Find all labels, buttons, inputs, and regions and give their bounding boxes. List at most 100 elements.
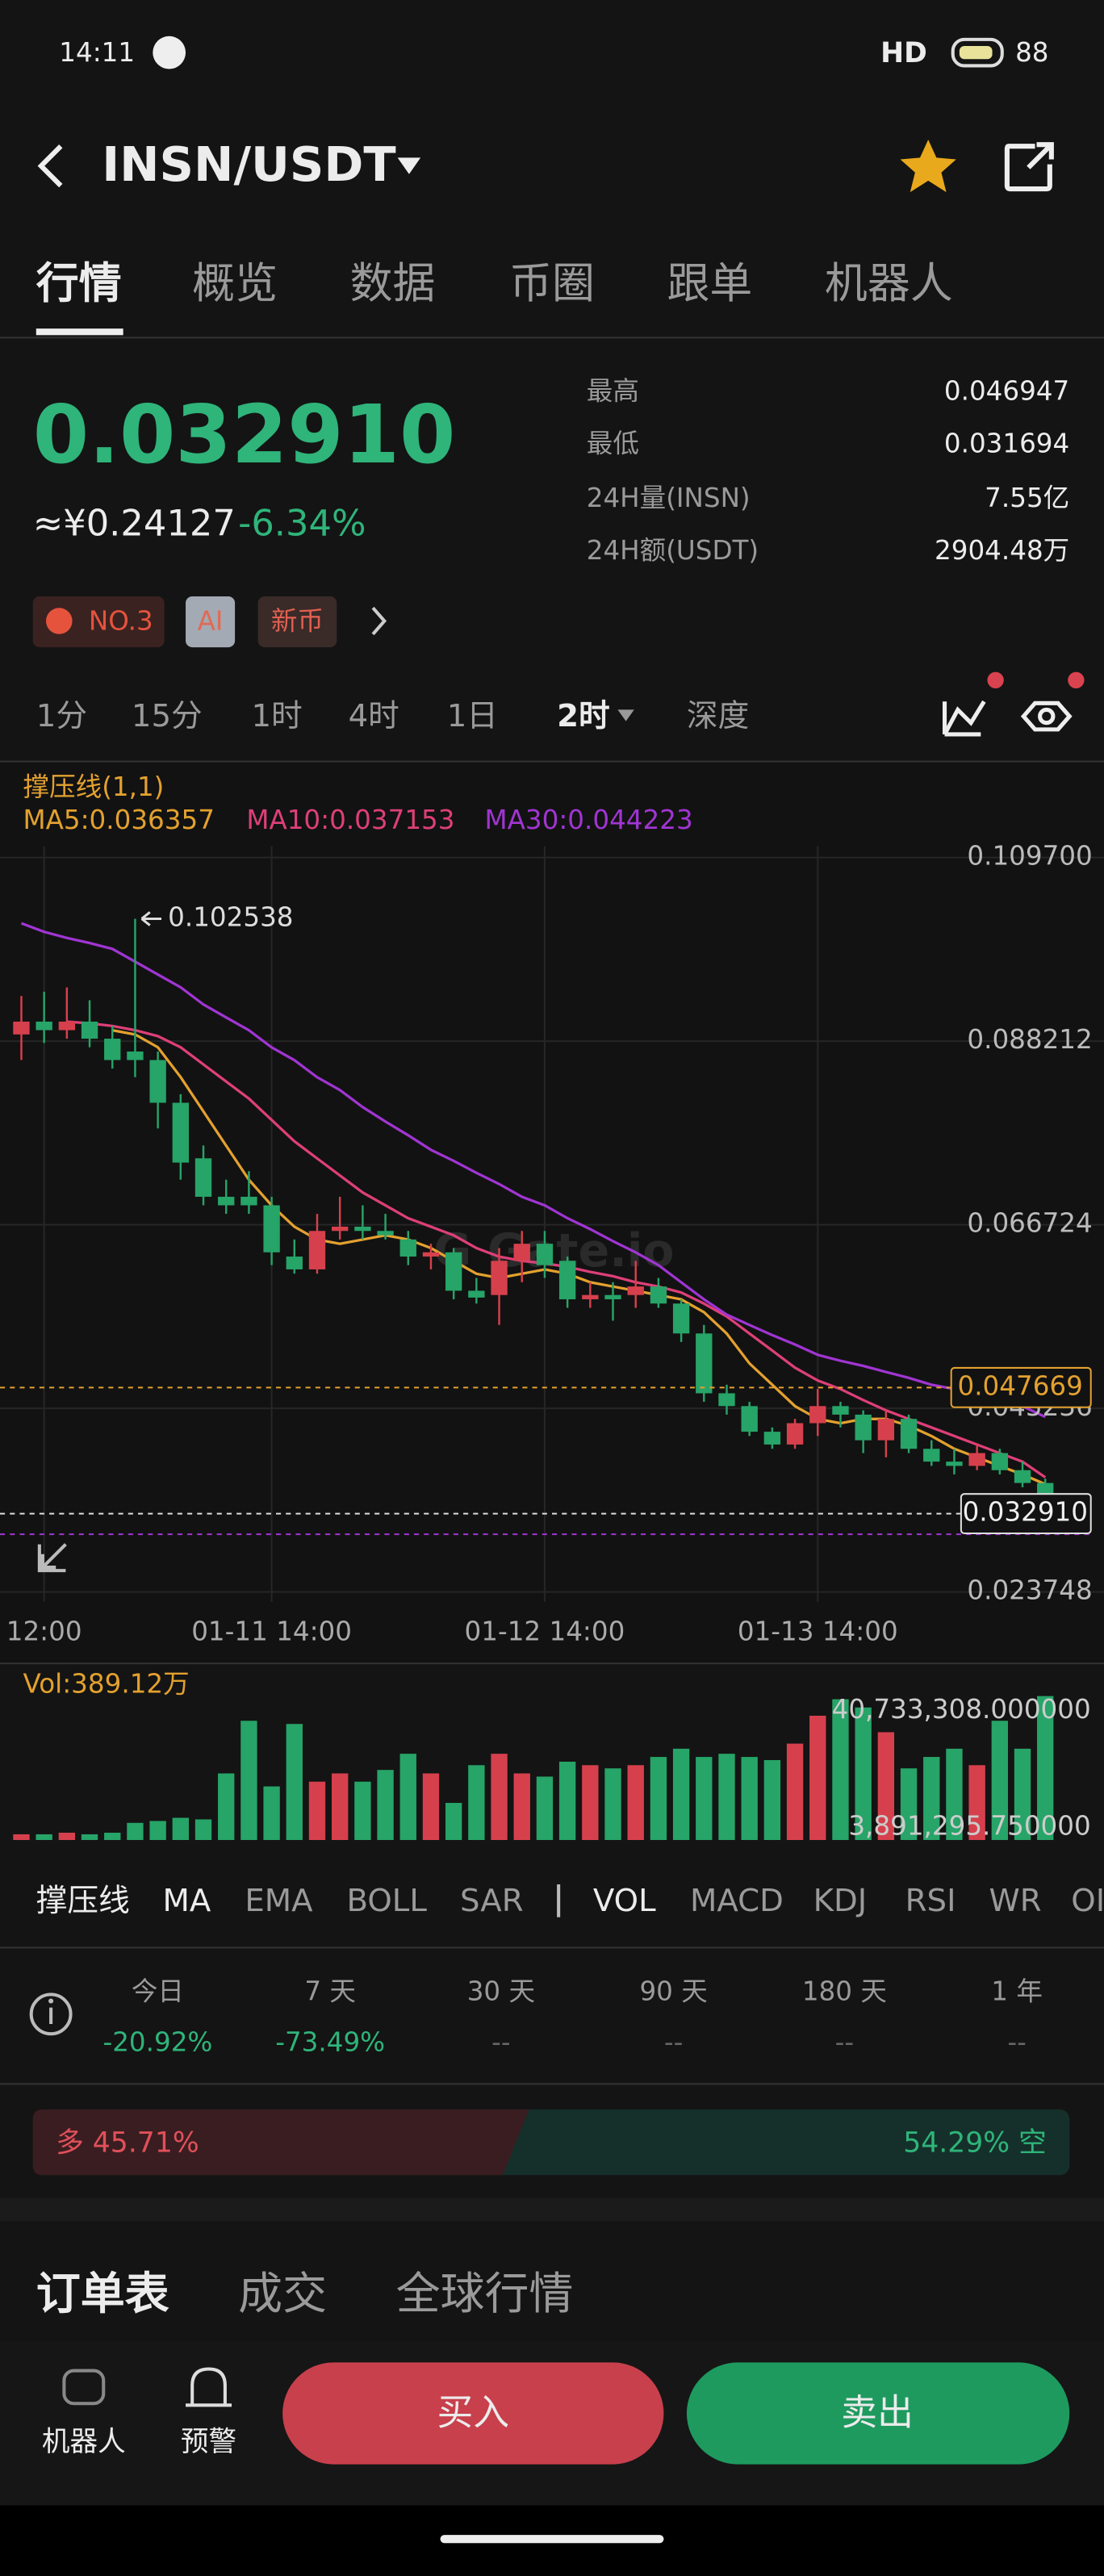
tag[interactable]: 新币: [271, 606, 324, 637]
indicator[interactable]: VOL: [593, 1883, 656, 1919]
indicator-settings[interactable]: [942, 700, 986, 737]
candle-body: [172, 1102, 190, 1163]
tab[interactable]: 币圈: [509, 259, 595, 308]
indicator[interactable]: SAR: [460, 1883, 524, 1919]
pair-dropdown[interactable]: [397, 157, 421, 174]
tab[interactable]: 机器人: [825, 259, 953, 308]
tag-box[interactable]: [257, 596, 337, 648]
sell-button[interactable]: [686, 2362, 1070, 2465]
back-button[interactable]: [37, 144, 63, 188]
legend-entry: MA10:0.037153: [246, 805, 454, 835]
volume-bar: [445, 1803, 462, 1840]
legend-entry: MA5:0.036357: [23, 805, 215, 835]
ma-line: [66, 1020, 1047, 1479]
volume-bar: [172, 1817, 190, 1840]
tab[interactable]: 跟单: [667, 259, 753, 308]
sell-label[interactable]: 卖出: [841, 2391, 914, 2434]
indicator[interactable]: MACD: [690, 1883, 784, 1919]
favorite-star[interactable]: [900, 140, 956, 193]
section-tab[interactable]: 订单表: [36, 2268, 169, 2319]
divider: [0, 760, 1104, 763]
interval[interactable]: 15分: [132, 698, 203, 734]
period-label: 1 年: [991, 1976, 1043, 2006]
stat-value: 7.55亿: [985, 483, 1069, 513]
indicator[interactable]: MA: [163, 1883, 211, 1919]
section-tab[interactable]: 全球行情: [396, 2268, 574, 2319]
indicator[interactable]: RSI: [905, 1883, 956, 1919]
badge: [987, 671, 1004, 688]
robot-icon[interactable]: [62, 2369, 106, 2406]
pair-title[interactable]: INSN/USDT: [102, 136, 395, 192]
indicator[interactable]: WR: [989, 1883, 1042, 1919]
period-label: 7 天: [304, 1976, 356, 2006]
indicator[interactable]: OI: [1071, 1883, 1104, 1919]
info-icon[interactable]: [29, 1993, 73, 2036]
interval[interactable]: 1分: [36, 698, 87, 734]
indicator-bar: [0, 1864, 1104, 1947]
volume-bar: [308, 1781, 326, 1840]
robot-label[interactable]: 机器人: [42, 2426, 126, 2458]
interval[interactable]: 深度: [687, 698, 749, 734]
alert-icon[interactable]: [186, 2367, 232, 2407]
candle-body: [286, 1257, 303, 1269]
tag[interactable]: NO.3: [89, 606, 153, 637]
volume-bar: [923, 1757, 940, 1840]
tab[interactable]: 行情: [36, 259, 122, 308]
candle-body: [194, 1158, 212, 1197]
section-tab[interactable]: 成交: [238, 2268, 327, 2319]
info-icon-dot: [48, 1998, 54, 2004]
interval[interactable]: 1时: [251, 698, 302, 734]
candle-body: [877, 1419, 895, 1441]
interval[interactable]: 1日: [447, 698, 498, 734]
volume-bar: [855, 1707, 872, 1840]
tag-icon: [46, 608, 73, 634]
interval[interactable]: 4时: [349, 698, 399, 734]
volume-bar: [104, 1832, 121, 1840]
divider: [0, 337, 1104, 339]
tag[interactable]: AI: [198, 606, 224, 637]
candle-body: [968, 1453, 985, 1466]
indicator[interactable]: KDJ: [813, 1883, 868, 1919]
tab[interactable]: 数据: [350, 259, 436, 308]
volume-bar: [422, 1773, 440, 1840]
buy-label[interactable]: 买入: [437, 2391, 510, 2434]
volume-bar: [900, 1768, 918, 1840]
chart-bg: [0, 762, 1104, 1663]
divider: [0, 1947, 1104, 1949]
candle-body: [627, 1286, 644, 1295]
candle-body: [991, 1453, 1009, 1470]
candle-body: [445, 1252, 462, 1291]
indicator[interactable]: 撑压线: [36, 1883, 130, 1919]
period-value: -20.92%: [102, 2026, 212, 2057]
tag-box[interactable]: [186, 596, 236, 648]
x-tick-label: 12:00: [6, 1616, 82, 1647]
tab[interactable]: 概览: [192, 259, 278, 308]
buy-button[interactable]: [282, 2362, 664, 2465]
divider: [0, 2083, 1104, 2085]
cny-price: ≈¥0.24127: [33, 501, 236, 544]
price-change: -6.34%: [238, 501, 366, 544]
interval-active[interactable]: 2时: [557, 698, 610, 734]
candle-body: [218, 1196, 235, 1206]
candle-body: [127, 1051, 144, 1060]
fullscreen-button[interactable]: [37, 1543, 67, 1573]
period-label: 30 天: [467, 1976, 535, 2006]
alert-label[interactable]: 预警: [181, 2426, 236, 2458]
x-tick-label: 01-13 14:00: [738, 1616, 898, 1647]
volume-bar: [968, 1765, 985, 1840]
indicator[interactable]: EMA: [245, 1883, 313, 1919]
share-button[interactable]: [1004, 142, 1054, 192]
volume-bar: [582, 1765, 599, 1840]
tag-box[interactable]: [32, 596, 165, 648]
stat-label: 最低: [587, 429, 639, 459]
home-indicator[interactable]: [440, 2535, 664, 2544]
chart-settings[interactable]: [1020, 700, 1073, 732]
y-tick-label: 40,733,308.000000: [832, 1694, 1091, 1725]
candle-body: [763, 1432, 781, 1445]
status-network: HD: [880, 37, 927, 69]
stat-label: 24H量(INSN): [587, 483, 751, 513]
tags-more[interactable]: [371, 606, 387, 636]
candle-body: [468, 1290, 485, 1298]
interval-dropdown[interactable]: [617, 709, 634, 721]
indicator[interactable]: BOLL: [347, 1883, 428, 1919]
